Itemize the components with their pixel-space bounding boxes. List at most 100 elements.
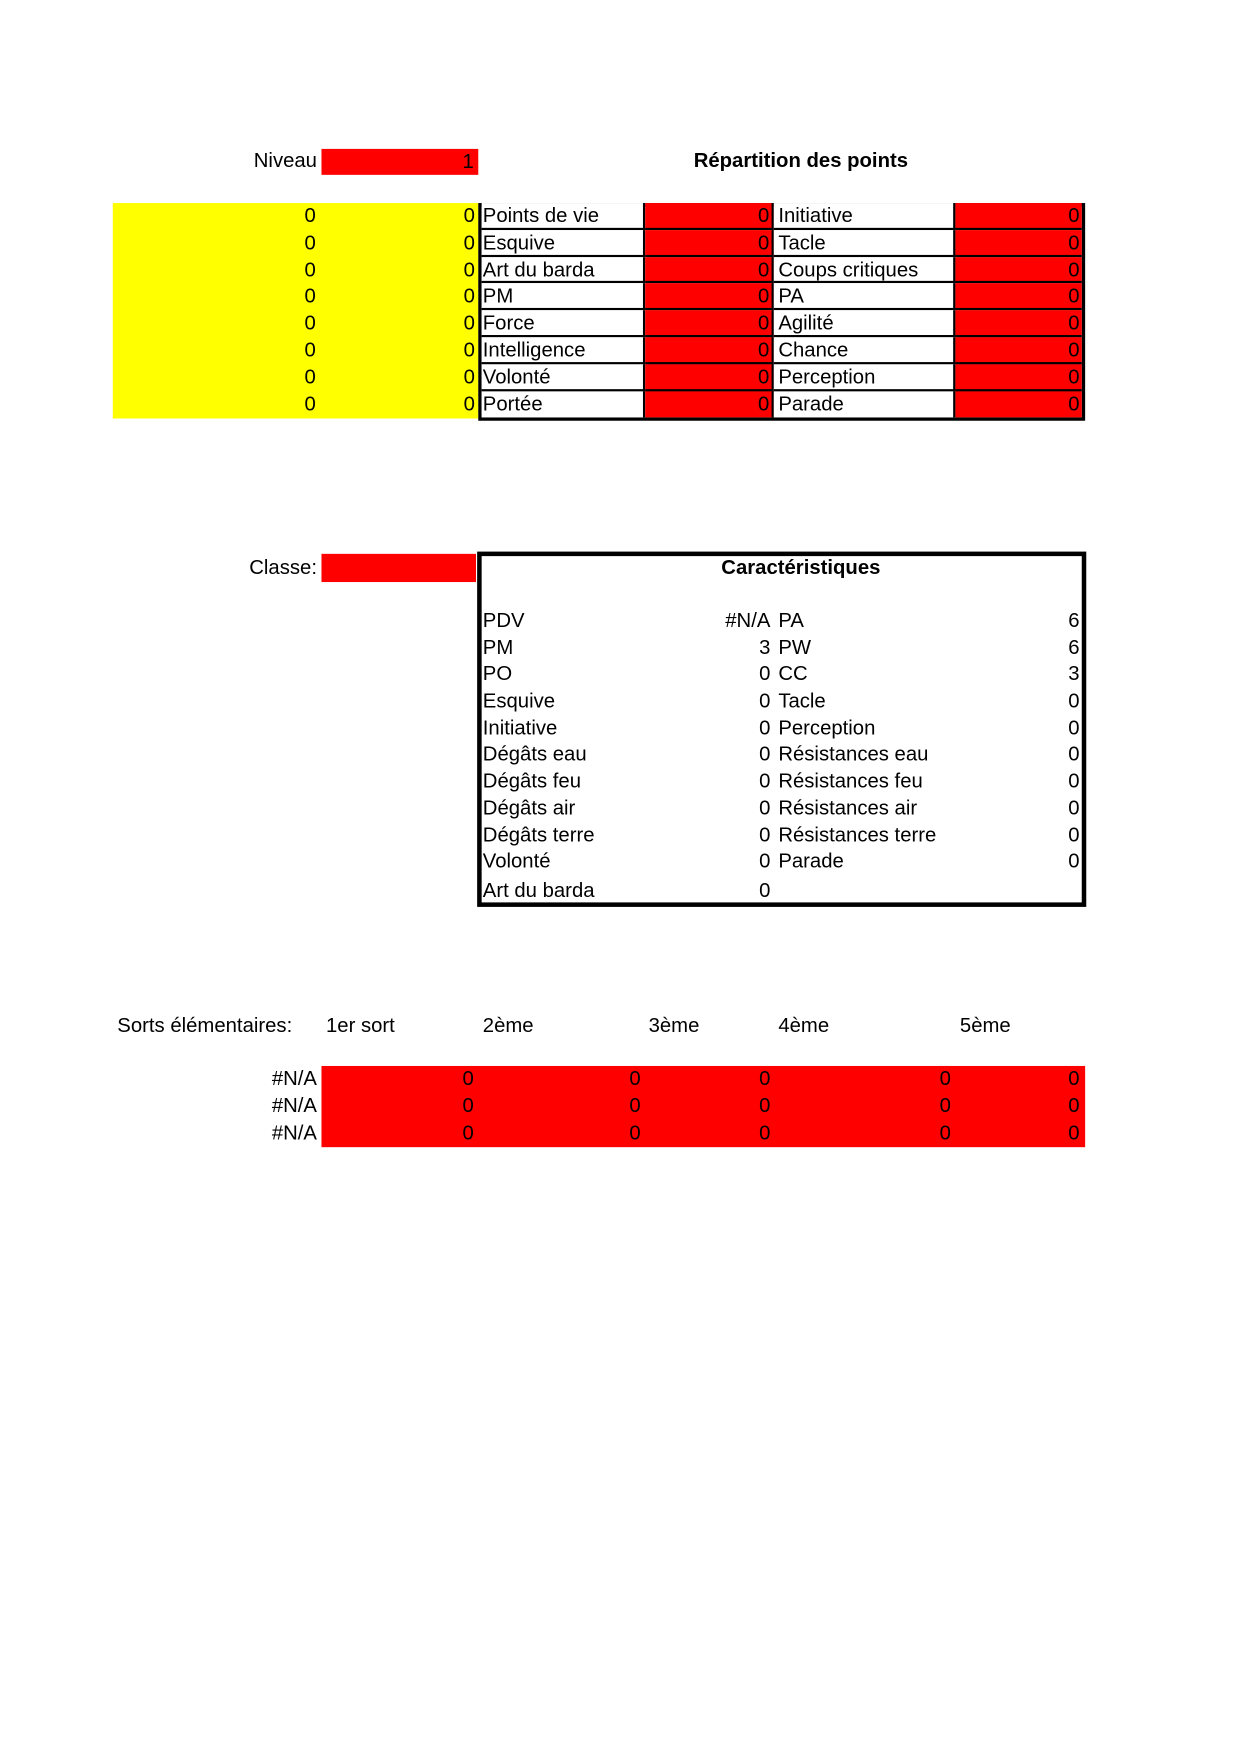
stat-points-input[interactable]: 0 — [645, 390, 774, 418]
stat-label: PM — [481, 283, 646, 311]
characteristic-value: 3 — [759, 636, 771, 659]
yellow-value-1: 0 — [304, 338, 316, 361]
yellow-value-1: 0 — [304, 284, 316, 308]
sort-value[interactable]: 0 — [1068, 1094, 1080, 1117]
stat-points-input[interactable]: 0 — [955, 256, 1082, 284]
yellow-value-1: 0 — [304, 231, 316, 254]
stat-label: Intelligence — [481, 337, 646, 365]
sort-value[interactable]: 0 — [939, 1067, 951, 1090]
yellow-value-1: 0 — [304, 311, 316, 335]
characteristic-label: PA — [778, 609, 804, 632]
sort-value[interactable]: 0 — [1068, 1121, 1080, 1144]
characteristic-label: Dégâts terre — [482, 823, 595, 846]
stat-points-input[interactable]: 0 — [645, 283, 774, 311]
characteristic-label: Résistances feu — [778, 769, 923, 792]
stat-points-input[interactable]: 0 — [645, 337, 774, 365]
sorts-label: Sorts élémentaires: — [117, 1014, 293, 1037]
sort-value[interactable]: 0 — [759, 1121, 771, 1144]
characteristic-label: Dégâts feu — [482, 769, 581, 792]
stat-points-input[interactable]: 0 — [645, 364, 774, 391]
yellow-value-2: 0 — [463, 257, 475, 281]
sort-header: 4ème — [778, 1014, 830, 1037]
stat-points-input[interactable]: 0 — [955, 283, 1082, 311]
sort-value[interactable]: 0 — [629, 1121, 641, 1144]
characteristic-label: PM — [482, 636, 514, 659]
characteristic-value: 0 — [759, 823, 771, 846]
stat-points-input[interactable]: 0 — [645, 256, 774, 284]
yellow-value-2: 0 — [463, 204, 475, 227]
stat-label: Esquive — [481, 229, 646, 257]
yellow-value-1: 0 — [304, 392, 316, 415]
characteristic-label: Perception — [778, 716, 876, 739]
stat-label: Chance — [773, 337, 956, 365]
characteristic-value: 6 — [1068, 636, 1080, 659]
stat-points-input[interactable]: 0 — [955, 337, 1082, 365]
stat-label: Coups critiques — [773, 256, 956, 284]
characteristic-value: 0 — [759, 769, 771, 792]
stat-points-input[interactable]: 0 — [955, 390, 1082, 418]
caracteristiques-box — [477, 551, 1087, 907]
characteristic-value: 6 — [1068, 609, 1080, 632]
sort-value[interactable]: 0 — [462, 1067, 474, 1090]
characteristic-value: 0 — [1068, 742, 1080, 765]
sort-value[interactable]: 0 — [759, 1094, 771, 1117]
characteristic-value: 0 — [1068, 823, 1080, 846]
stat-label: Tacle — [773, 229, 956, 257]
characteristic-value: 0 — [759, 878, 771, 902]
stat-points-input[interactable]: 0 — [955, 203, 1082, 230]
sort-value[interactable]: 0 — [939, 1121, 951, 1144]
sort-name: #N/A — [271, 1067, 317, 1090]
yellow-value-2: 0 — [463, 392, 475, 415]
stat-points-input[interactable]: 0 — [955, 364, 1082, 391]
stat-points-input[interactable]: 0 — [645, 229, 774, 257]
yellow-value-2: 0 — [463, 231, 475, 254]
sort-value[interactable]: 0 — [462, 1121, 474, 1144]
sort-value[interactable]: 0 — [629, 1067, 641, 1090]
stat-points-input[interactable]: 0 — [645, 310, 774, 338]
characteristic-value: 0 — [1068, 849, 1080, 872]
stat-label: Agilité — [773, 310, 956, 338]
yellow-value-1: 0 — [304, 365, 316, 388]
yellow-value-1: 0 — [304, 204, 316, 227]
sort-header: 3ème — [648, 1014, 700, 1037]
yellow-value-2: 0 — [463, 365, 475, 388]
sort-value[interactable]: 0 — [462, 1094, 474, 1117]
sort-value[interactable]: 0 — [939, 1094, 951, 1117]
characteristic-value: 3 — [1068, 662, 1080, 685]
stat-points-input[interactable]: 0 — [645, 203, 774, 230]
characteristic-label: Résistances eau — [778, 742, 929, 765]
stat-label: Initiative — [773, 203, 956, 230]
characteristic-value: 0 — [759, 796, 771, 819]
characteristic-value: 0 — [759, 662, 771, 685]
sort-value[interactable]: 0 — [759, 1067, 771, 1090]
classe-label: Classe: — [249, 556, 317, 579]
yellow-value-2: 0 — [463, 284, 475, 308]
characteristic-value: 0 — [759, 689, 771, 712]
characteristic-label: CC — [778, 662, 808, 685]
characteristic-value: 0 — [1068, 689, 1080, 712]
stat-points-input[interactable]: 0 — [955, 229, 1082, 257]
sort-header: 2ème — [482, 1014, 534, 1037]
classe-input[interactable] — [321, 553, 477, 583]
repartition-title: Répartition des points — [693, 148, 909, 172]
stat-label: Portée — [481, 390, 646, 418]
stat-label: PA — [773, 283, 956, 311]
stat-label: Parade — [773, 390, 956, 418]
yellow-value-2: 0 — [463, 311, 475, 335]
sort-name: #N/A — [271, 1121, 317, 1144]
sort-value[interactable]: 0 — [1068, 1067, 1080, 1090]
characteristic-value: 0 — [1068, 716, 1080, 739]
yellow-value-1: 0 — [304, 257, 316, 281]
stat-label: Force — [481, 310, 646, 338]
characteristic-value: #N/A — [725, 609, 771, 632]
niveau-label: Niveau — [253, 148, 317, 172]
stat-points-input[interactable]: 0 — [955, 310, 1082, 338]
sort-value[interactable]: 0 — [629, 1094, 641, 1117]
niveau-input[interactable]: 1 — [321, 148, 479, 175]
characteristic-value: 0 — [759, 849, 771, 872]
characteristic-value: 0 — [1068, 796, 1080, 819]
characteristic-label: Tacle — [778, 689, 826, 712]
stat-label: Perception — [773, 364, 956, 391]
sorts-red-block — [321, 1065, 1086, 1148]
characteristic-label: Résistances air — [778, 796, 918, 819]
